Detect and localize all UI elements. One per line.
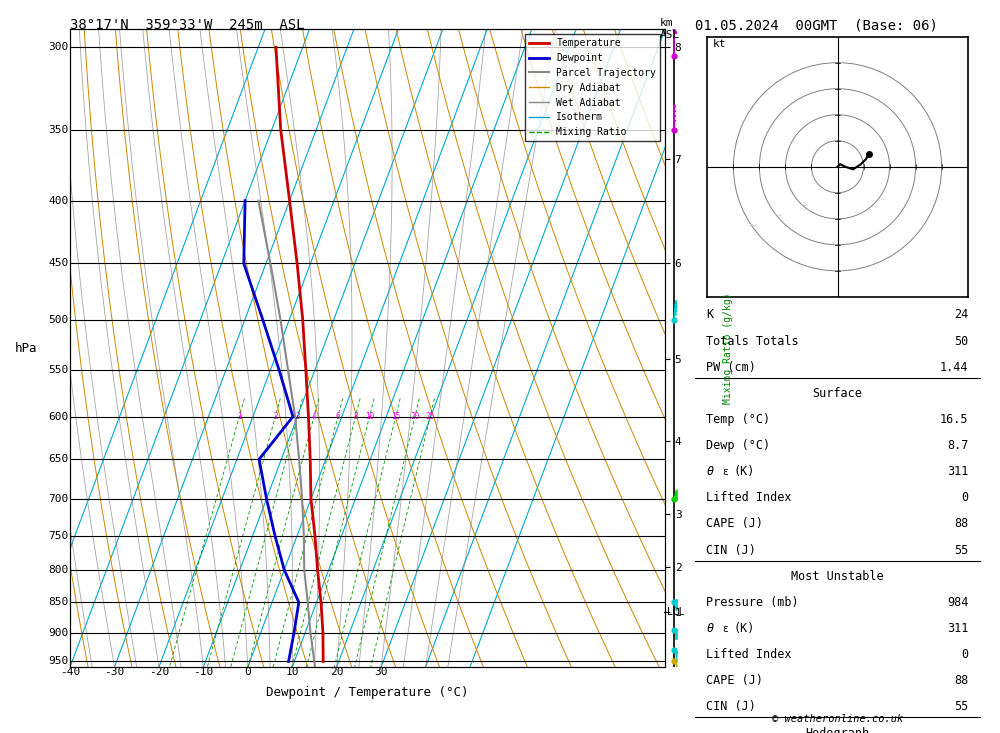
Text: 350: 350	[48, 125, 68, 134]
Text: 1.44: 1.44	[940, 361, 969, 374]
Text: 01.05.2024  00GMT  (Base: 06): 01.05.2024 00GMT (Base: 06)	[695, 18, 938, 32]
Text: K: K	[706, 309, 714, 321]
Text: 800: 800	[48, 565, 68, 575]
Text: θ: θ	[706, 465, 714, 478]
Text: 0: 0	[244, 667, 251, 677]
Text: Lifted Index: Lifted Index	[706, 648, 792, 661]
Text: 10: 10	[365, 412, 374, 421]
Text: Surface: Surface	[813, 387, 862, 399]
Text: 16.5: 16.5	[940, 413, 969, 426]
X-axis label: Dewpoint / Temperature (°C): Dewpoint / Temperature (°C)	[266, 687, 469, 699]
Text: 850: 850	[48, 597, 68, 607]
Text: Pressure (mb): Pressure (mb)	[706, 596, 799, 609]
Text: (K): (K)	[733, 465, 755, 478]
Text: 25: 25	[425, 412, 435, 421]
Text: 0: 0	[961, 648, 969, 661]
Text: 15: 15	[391, 412, 400, 421]
Text: 8: 8	[353, 412, 358, 421]
Text: 20: 20	[410, 412, 420, 421]
Text: Hodograph: Hodograph	[805, 726, 870, 733]
Text: Lifted Index: Lifted Index	[706, 491, 792, 504]
Text: 450: 450	[48, 259, 68, 268]
Text: km
ASL: km ASL	[660, 18, 680, 40]
Text: 400: 400	[48, 196, 68, 206]
Text: ~: ~	[774, 210, 782, 224]
Text: 24: 24	[954, 309, 969, 321]
Text: 8.7: 8.7	[947, 439, 969, 452]
Text: Dewp (°C): Dewp (°C)	[706, 439, 771, 452]
Text: 50: 50	[954, 334, 969, 347]
Text: ~: ~	[800, 199, 808, 213]
Text: Totals Totals: Totals Totals	[706, 334, 799, 347]
Text: CAPE (J): CAPE (J)	[706, 517, 763, 531]
Text: 38°17'N  359°33'W  245m  ASL: 38°17'N 359°33'W 245m ASL	[70, 18, 304, 32]
Y-axis label: Mixing Ratio (g/kg): Mixing Ratio (g/kg)	[723, 292, 733, 404]
Text: © weatheronline.co.uk: © weatheronline.co.uk	[772, 713, 903, 723]
Text: -10: -10	[193, 667, 213, 677]
Text: 984: 984	[947, 596, 969, 609]
Text: 10: 10	[285, 667, 299, 677]
Text: hPa: hPa	[15, 342, 37, 355]
Text: 300: 300	[48, 43, 68, 52]
Text: 30: 30	[374, 667, 388, 677]
Text: CAPE (J): CAPE (J)	[706, 674, 763, 688]
Text: 500: 500	[48, 314, 68, 325]
Legend: Temperature, Dewpoint, Parcel Trajectory, Dry Adiabat, Wet Adiabat, Isotherm, Mi: Temperature, Dewpoint, Parcel Trajectory…	[525, 34, 660, 141]
Text: 3: 3	[295, 412, 300, 421]
Text: 88: 88	[954, 674, 969, 688]
Text: 88: 88	[954, 517, 969, 531]
Text: 311: 311	[947, 622, 969, 635]
Text: 650: 650	[48, 454, 68, 464]
Text: ε: ε	[722, 624, 728, 634]
Text: 900: 900	[48, 627, 68, 638]
Text: θ: θ	[706, 622, 714, 635]
Text: 55: 55	[954, 544, 969, 556]
Text: 950: 950	[48, 657, 68, 666]
Text: 20: 20	[330, 667, 343, 677]
Text: -20: -20	[149, 667, 169, 677]
Text: 1: 1	[237, 412, 242, 421]
Text: PW (cm): PW (cm)	[706, 361, 756, 374]
Text: -30: -30	[104, 667, 125, 677]
Text: 600: 600	[48, 412, 68, 421]
Text: 700: 700	[48, 494, 68, 504]
Text: (K): (K)	[733, 622, 755, 635]
Text: ε: ε	[722, 468, 728, 477]
Text: 550: 550	[48, 365, 68, 375]
Text: CIN (J): CIN (J)	[706, 544, 756, 556]
Text: -40: -40	[60, 667, 80, 677]
Text: 55: 55	[954, 701, 969, 713]
Text: ~: ~	[748, 219, 756, 233]
Text: 311: 311	[947, 465, 969, 478]
Text: LCL: LCL	[667, 606, 685, 616]
Text: CIN (J): CIN (J)	[706, 701, 756, 713]
Text: 750: 750	[48, 531, 68, 540]
Text: 0: 0	[961, 491, 969, 504]
Text: 4: 4	[312, 412, 316, 421]
Text: Temp (°C): Temp (°C)	[706, 413, 771, 426]
Text: 2: 2	[273, 412, 278, 421]
Text: kt: kt	[713, 39, 726, 49]
Text: Most Unstable: Most Unstable	[791, 570, 884, 583]
Text: 6: 6	[336, 412, 340, 421]
